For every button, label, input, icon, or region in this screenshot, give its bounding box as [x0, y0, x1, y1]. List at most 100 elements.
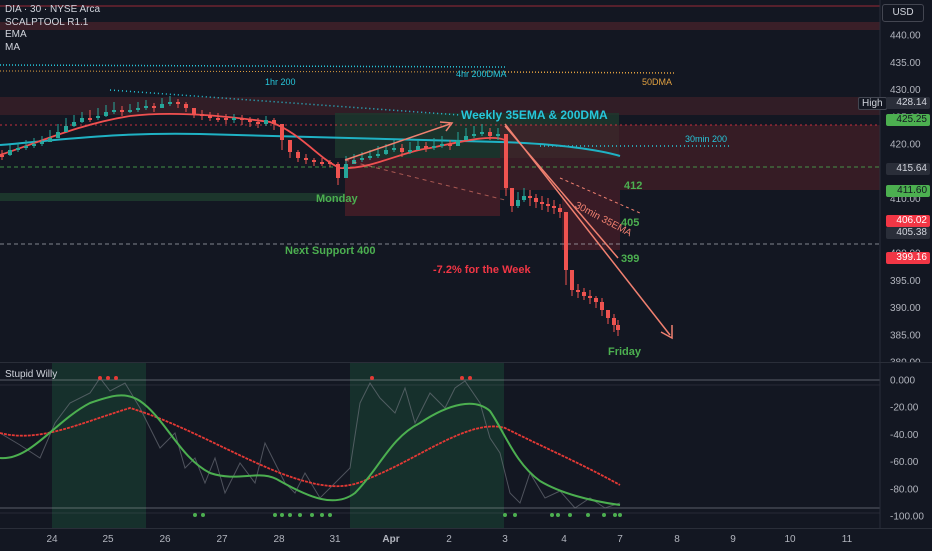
red-zone-mid: [345, 158, 500, 216]
signal-dot: [201, 513, 205, 517]
candle-body: [184, 104, 188, 108]
signal-dot: [280, 513, 284, 517]
willy-green-line: [0, 394, 621, 506]
time-tick-label: 7: [617, 534, 623, 545]
time-tick-label: 24: [46, 534, 58, 545]
pane-separator[interactable]: [0, 362, 932, 363]
candle-body: [606, 310, 610, 318]
candle-body: [564, 212, 568, 270]
currency-button[interactable]: USD: [882, 4, 924, 22]
time-tick-label: 25: [102, 534, 114, 545]
friday-label: Friday: [608, 346, 642, 358]
candle-body: [208, 116, 212, 118]
candle-body: [464, 136, 468, 140]
willy-red-line: [0, 407, 621, 488]
signal-dot: [288, 513, 292, 517]
candle-body: [516, 200, 520, 206]
candle-body: [558, 208, 562, 212]
signal-dot: [613, 513, 617, 517]
candle-body: [224, 118, 228, 120]
signal-dot: [556, 513, 560, 517]
signal-dot: [114, 376, 118, 380]
candle-body: [176, 102, 180, 104]
legend-scalptool[interactable]: SCALPTOOL R1.1: [5, 16, 89, 28]
chart-legend: DIA · 30 · NYSE Arca SCALPTOOL R1.1 EMA …: [5, 4, 100, 54]
price-axis[interactable]: 440.00435.00430.00425.00420.00415.00410.…: [879, 0, 932, 362]
candle-body: [480, 132, 484, 134]
indicator-title[interactable]: Stupid Willy: [5, 369, 58, 380]
candle-body: [256, 122, 260, 124]
candle-body: [360, 158, 364, 160]
candle-body: [368, 156, 372, 158]
trend-arrows: [344, 121, 673, 340]
candle-body: [472, 134, 476, 136]
symbol-title[interactable]: DIA · 30 · NYSE Arca: [5, 4, 101, 15]
signal-dot: [602, 513, 606, 517]
line-30min200-label: 30min 200: [685, 134, 728, 144]
time-tick-label: 10: [784, 534, 796, 545]
indicator-tick-label: -80.00: [890, 484, 919, 495]
legend-ema[interactable]: EMA: [5, 29, 27, 40]
candle-body: [112, 110, 116, 112]
line-50dma-label: 50DMA: [642, 77, 673, 87]
candle-body: [40, 142, 44, 144]
tag-405: 405.38: [886, 227, 930, 239]
candle-body: [456, 140, 460, 146]
signal-dot: [98, 376, 102, 380]
candle-body: [440, 144, 444, 146]
legend-ma[interactable]: MA: [5, 41, 20, 53]
indicator-chart[interactable]: 0.000 -20.00 -40.00 -60.00 -80.00 -100.00: [0, 363, 932, 528]
signal-dot: [468, 376, 472, 380]
signal-dot: [298, 513, 302, 517]
candle-body: [384, 150, 388, 154]
candle-body: [600, 302, 604, 310]
candle-body: [488, 132, 492, 136]
signal-dot: [370, 376, 374, 380]
candle-body: [64, 126, 68, 132]
candle-body: [240, 118, 244, 120]
price-tick-label: 390.00: [890, 303, 921, 314]
next-support-label: Next Support 400: [285, 245, 376, 257]
zones: [0, 22, 880, 250]
candle-body: [304, 158, 308, 160]
time-axis[interactable]: 24 25 26 27 28 31 Apr 2 3 4 7 8 9 10 11: [0, 528, 932, 551]
candle-body: [320, 162, 324, 164]
price-tick-label: 385.00: [890, 330, 921, 341]
candle-body: [16, 148, 20, 150]
candle-body: [392, 148, 396, 150]
candle-body: [328, 162, 332, 164]
price-chart[interactable]: 440.00435.00430.00425.00420.00415.00410.…: [0, 0, 932, 362]
level-399-label: 399: [621, 253, 640, 265]
candle-body: [32, 144, 36, 146]
candle-body: [448, 144, 452, 146]
moving-averages: [0, 112, 621, 169]
candle-body: [504, 134, 508, 188]
time-tick-label: 4: [561, 534, 567, 545]
indicator-tick-label: -20.00: [890, 403, 919, 414]
signal-dot: [618, 513, 622, 517]
tag-411: 411.60: [886, 185, 930, 197]
candle-body: [120, 110, 124, 112]
candle-body: [496, 134, 500, 136]
monday-label: Monday: [316, 193, 358, 205]
indicator-axis[interactable]: 0.000 -20.00 -40.00 -60.00 -80.00 -100.00: [879, 363, 932, 528]
tag-425: 425.25: [886, 114, 930, 126]
candle-body: [192, 108, 196, 114]
time-tick-label: 8: [674, 534, 680, 545]
candle-body: [594, 298, 598, 302]
time-tick-label: 28: [273, 534, 285, 545]
candle-body: [104, 112, 108, 116]
high-label: High: [858, 97, 887, 110]
indicator-shade-2: [350, 363, 504, 528]
time-tick-label: 9: [730, 534, 736, 545]
signal-dot: [568, 513, 572, 517]
candle-body: [344, 164, 348, 178]
candle-body: [216, 118, 220, 120]
resistance-zone-2: [0, 97, 880, 115]
signal-dot: [320, 513, 324, 517]
indicator-shade-1: [52, 363, 146, 528]
candle-body: [296, 152, 300, 158]
tag-399: 399.16: [886, 252, 930, 264]
candle-body: [280, 124, 284, 140]
candle-body: [612, 318, 616, 325]
